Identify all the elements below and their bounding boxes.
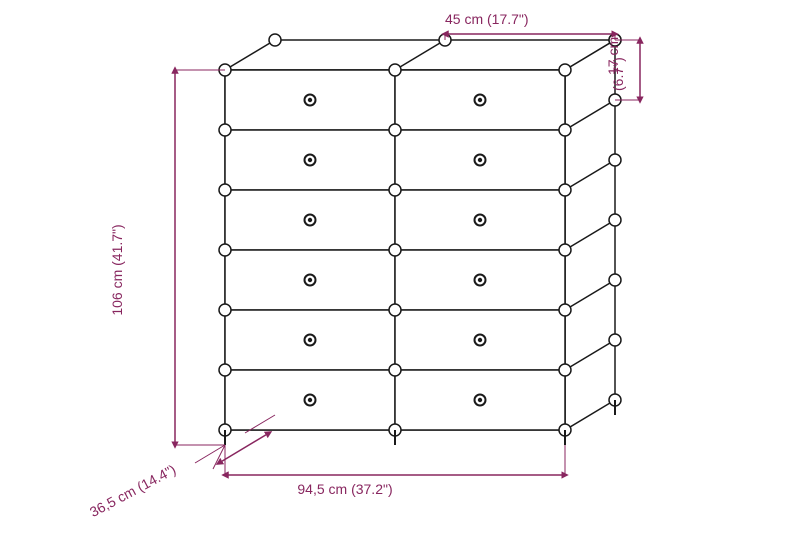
- connector-icon: [389, 124, 401, 136]
- connector-icon: [559, 64, 571, 76]
- connector-icon: [559, 364, 571, 376]
- handle-icon: [478, 338, 482, 342]
- connector-icon: [219, 364, 231, 376]
- handle-icon: [308, 278, 312, 282]
- connector-icon: [269, 34, 281, 46]
- connector-icon: [559, 124, 571, 136]
- dimension-label: 94,5 cm (37.2"): [297, 481, 392, 497]
- connector-icon: [559, 304, 571, 316]
- connector-icon: [609, 274, 621, 286]
- dimension-label: (6.7"): [610, 57, 626, 91]
- handle-icon: [478, 158, 482, 162]
- handle-icon: [478, 98, 482, 102]
- connector-icon: [609, 334, 621, 346]
- connector-icon: [219, 124, 231, 136]
- handle-icon: [478, 278, 482, 282]
- dimension-label: 36,5 cm (14.4"): [87, 461, 179, 520]
- handle-icon: [308, 98, 312, 102]
- connector-icon: [389, 184, 401, 196]
- connector-icon: [559, 184, 571, 196]
- connector-icon: [219, 304, 231, 316]
- connector-icon: [559, 244, 571, 256]
- handle-icon: [308, 338, 312, 342]
- diagram-canvas: 106 cm (41.7") 94,5 cm (37.2") 36,5 cm (14…: [0, 0, 800, 533]
- dimension-line: [219, 433, 269, 463]
- connector-icon: [389, 244, 401, 256]
- handle-icon: [308, 158, 312, 162]
- handle-icon: [478, 218, 482, 222]
- handle-icon: [308, 218, 312, 222]
- connector-icon: [609, 154, 621, 166]
- connector-icon: [389, 64, 401, 76]
- dimension-label: 106 cm (41.7"): [109, 224, 125, 315]
- handle-icon: [308, 398, 312, 402]
- connector-icon: [609, 214, 621, 226]
- connector-icon: [219, 184, 231, 196]
- connector-icon: [389, 304, 401, 316]
- connector-icon: [389, 364, 401, 376]
- dimension-label: 45 cm (17.7"): [445, 11, 529, 27]
- handle-icon: [478, 398, 482, 402]
- connector-icon: [219, 244, 231, 256]
